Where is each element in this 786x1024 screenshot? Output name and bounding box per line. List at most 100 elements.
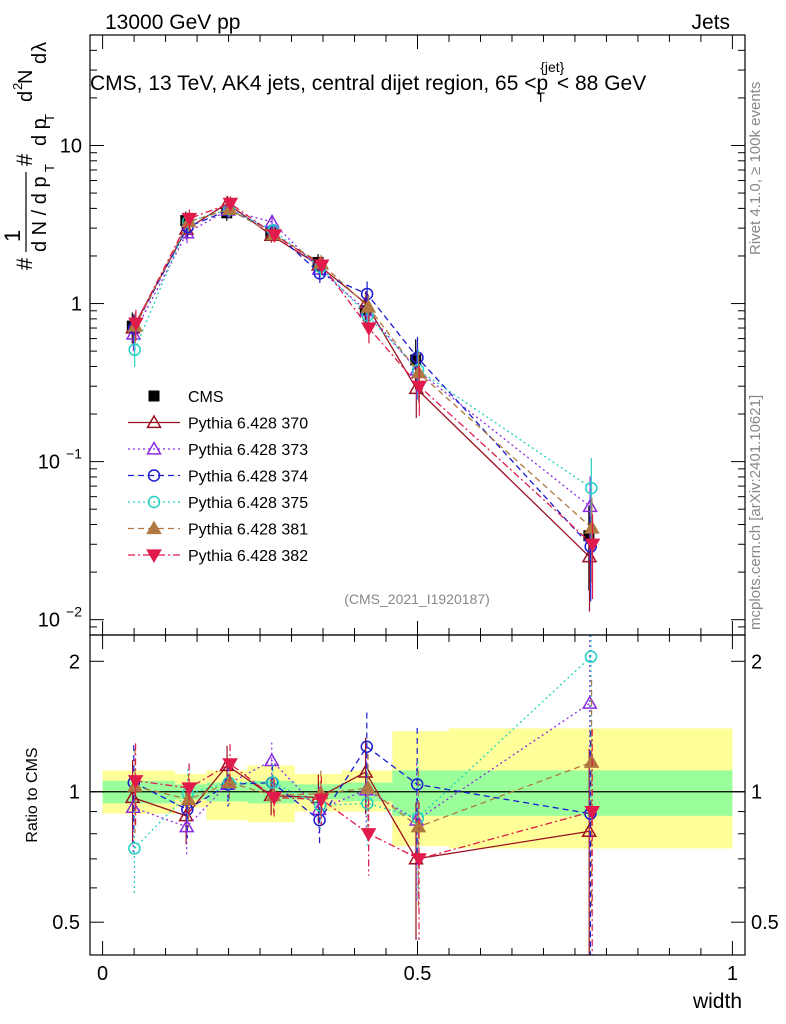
y-tick-label: 10 bbox=[60, 135, 82, 157]
data-point bbox=[266, 229, 283, 243]
ratio-series-line bbox=[133, 656, 592, 849]
ratio-data-point bbox=[360, 740, 374, 754]
series-line bbox=[132, 209, 591, 508]
ratio-series-line bbox=[134, 761, 592, 828]
x-tick-label: 0.5 bbox=[404, 963, 432, 985]
ratio-data-point bbox=[266, 791, 282, 806]
ylabel-N: N bbox=[15, 70, 37, 84]
series-pythia-6-428-375 bbox=[128, 202, 598, 543]
data-point bbox=[222, 197, 239, 212]
ratio-data-point bbox=[584, 805, 600, 820]
ratio-data-point bbox=[360, 780, 376, 794]
plot-title-end: < 88 GeV bbox=[557, 72, 646, 95]
main-plot: 10 −2 10 −1 1 10 (CMS_2021_I1920187) CMS, 13 … bbox=[0, 34, 746, 636]
ylabel-T-sub-2: T bbox=[42, 114, 57, 122]
ratio-y-tick-label-right: 0.5 bbox=[751, 912, 779, 934]
ratio-data-point bbox=[127, 775, 144, 789]
ratio-data-point bbox=[313, 793, 330, 808]
ylabel-T-sub-1: T bbox=[42, 164, 57, 172]
y-tick-exponent: −1 bbox=[66, 446, 82, 462]
series-pythia-6-428-382 bbox=[128, 196, 601, 600]
ratio-y-tick-label: 0.5 bbox=[52, 912, 80, 934]
legend-label: Pythia 6.428 370 bbox=[188, 416, 308, 433]
data-point bbox=[584, 538, 601, 553]
y-tick-exponent: −2 bbox=[66, 604, 82, 620]
legend-item: Pythia 6.428 382 bbox=[128, 548, 308, 565]
legend: CMS Pythia 6.428 370 Pythia 6.428 373 Pythi… bbox=[128, 389, 308, 565]
ratio-data-point bbox=[583, 754, 600, 768]
ratio-data-point bbox=[222, 758, 238, 772]
ratio-y-tick-label-right: 2 bbox=[751, 651, 762, 673]
ratio-data-point bbox=[313, 813, 326, 827]
plot-title: CMS, 13 TeV, AK4 jets, central dijet reg… bbox=[90, 59, 646, 105]
ratio-y-tick-label: 2 bbox=[69, 651, 80, 673]
header-right-title: Jets bbox=[691, 11, 730, 34]
ylabel-two: 2 bbox=[10, 83, 25, 90]
legend-item: CMS bbox=[148, 389, 224, 406]
ylabel-d-top: d bbox=[15, 91, 37, 102]
ylabel-hash-2: # bbox=[12, 153, 37, 166]
ratio-data-point bbox=[582, 695, 598, 709]
legend-item: Pythia 6.428 373 bbox=[128, 440, 308, 459]
legend-marker bbox=[148, 390, 160, 402]
ratio-data-point bbox=[221, 774, 238, 789]
data-point bbox=[313, 259, 330, 274]
x-tick-label: 1 bbox=[727, 963, 738, 985]
ratio-data-point bbox=[584, 650, 598, 663]
plot-title-sup: {jet} bbox=[540, 59, 564, 75]
uncertainty-band-green bbox=[392, 770, 449, 816]
ratio-series-pythia-6-428-382 bbox=[127, 729, 600, 955]
ratio-y-tick-label-right: 1 bbox=[751, 782, 762, 804]
mcplots-label: mcplots.cern.ch [arXiv:2401.10621] bbox=[747, 395, 764, 630]
series-line bbox=[134, 208, 593, 529]
legend-label: CMS bbox=[188, 389, 224, 406]
data-point bbox=[360, 299, 377, 313]
data-point bbox=[585, 481, 598, 495]
legend-label: Pythia 6.428 382 bbox=[188, 548, 308, 565]
ratio-data-point bbox=[125, 799, 141, 814]
ratio-plot: 0.5 0.5 1 1 2 2 0 0.5 1 Ratio to CMS width bbox=[24, 634, 779, 1013]
ratio-series-line bbox=[132, 702, 591, 828]
ylabel-d-lambda: d bbox=[29, 53, 51, 64]
legend-label: Pythia 6.428 375 bbox=[188, 495, 308, 512]
legend-marker bbox=[146, 520, 162, 535]
legend-marker bbox=[146, 414, 162, 429]
legend-marker bbox=[147, 469, 161, 482]
plot-title-sub: T bbox=[536, 89, 545, 105]
data-point bbox=[583, 530, 595, 542]
data-point bbox=[584, 520, 600, 534]
ratio-data-point bbox=[410, 818, 427, 833]
watermark: (CMS_2021_I1920187) bbox=[344, 591, 490, 607]
y-tick-label: 10 bbox=[38, 452, 60, 474]
main-plot-frame bbox=[89, 34, 746, 636]
legend-item: Pythia 6.428 370 bbox=[128, 414, 308, 433]
header-left-title: 13000 GeV pp bbox=[105, 11, 240, 34]
legend-label: Pythia 6.428 374 bbox=[188, 469, 308, 486]
y-tick-label: 1 bbox=[71, 294, 82, 316]
legend-item: Pythia 6.428 374 bbox=[128, 469, 308, 486]
ratio-ylabel: Ratio to CMS bbox=[24, 747, 41, 842]
legend-marker bbox=[146, 440, 162, 455]
data-point bbox=[360, 287, 374, 301]
ratio-data-point bbox=[178, 818, 195, 833]
rivet-label: Rivet 4.1.0, ≥ 100k events bbox=[747, 82, 764, 255]
y-tick-label: 10 bbox=[38, 610, 60, 632]
ratio-series-line bbox=[133, 745, 591, 822]
legend-label: Pythia 6.428 381 bbox=[188, 522, 308, 539]
legend-marker bbox=[147, 495, 161, 509]
ratio-data-point bbox=[181, 782, 197, 797]
data-point bbox=[582, 498, 598, 513]
data-point bbox=[410, 354, 422, 366]
legend-item: Pythia 6.428 375 bbox=[128, 495, 308, 512]
ylabel-dp: d p bbox=[29, 118, 51, 146]
ylabel-lambda: λ bbox=[29, 42, 51, 52]
ratio-data-point bbox=[410, 778, 424, 791]
legend-marker bbox=[146, 549, 162, 564]
ratio-series-pythia-6-428-381 bbox=[127, 679, 600, 913]
data-point bbox=[128, 317, 144, 332]
ylabel-dN-dp: d N / d p bbox=[29, 176, 51, 252]
data-point bbox=[411, 380, 428, 395]
x-tick-label: 0 bbox=[97, 963, 108, 985]
ylabel-hash-1: # bbox=[12, 257, 37, 270]
